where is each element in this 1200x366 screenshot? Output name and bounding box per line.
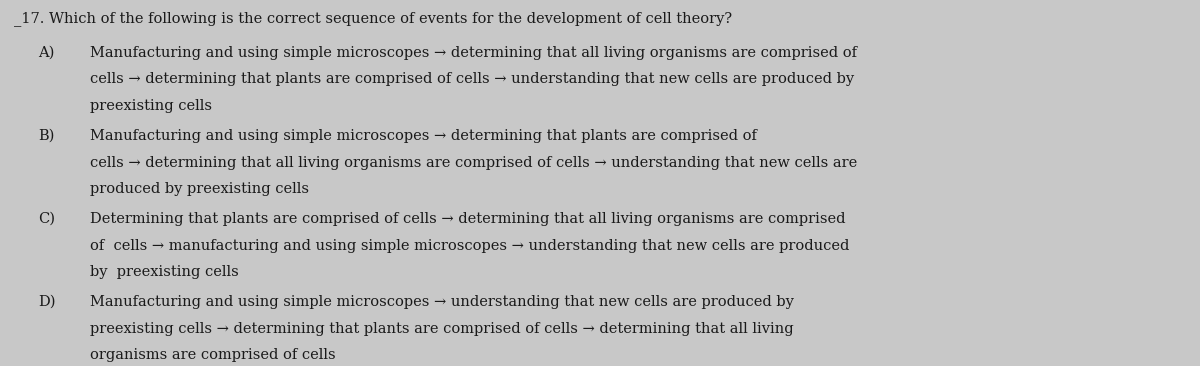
Text: Manufacturing and using simple microscopes → determining that plants are compris: Manufacturing and using simple microscop… xyxy=(90,129,757,143)
Text: A): A) xyxy=(38,46,55,60)
Text: Determining that plants are comprised of cells → determining that all living org: Determining that plants are comprised of… xyxy=(90,212,846,226)
Text: by  preexisting cells: by preexisting cells xyxy=(90,265,239,279)
Text: Manufacturing and using simple microscopes → understanding that new cells are pr: Manufacturing and using simple microscop… xyxy=(90,295,794,309)
Text: preexisting cells: preexisting cells xyxy=(90,99,212,113)
Text: cells → determining that all living organisms are comprised of cells → understan: cells → determining that all living orga… xyxy=(90,156,857,169)
Text: organisms are comprised of cells: organisms are comprised of cells xyxy=(90,348,336,362)
Text: B): B) xyxy=(38,129,55,143)
Text: produced by preexisting cells: produced by preexisting cells xyxy=(90,182,310,196)
Text: Manufacturing and using simple microscopes → determining that all living organis: Manufacturing and using simple microscop… xyxy=(90,46,857,60)
Text: preexisting cells → determining that plants are comprised of cells → determining: preexisting cells → determining that pla… xyxy=(90,322,793,336)
Text: of  cells → manufacturing and using simple microscopes → understanding that new : of cells → manufacturing and using simpl… xyxy=(90,239,850,253)
Text: D): D) xyxy=(38,295,56,309)
Text: _17. Which of the following is the correct sequence of events for the developmen: _17. Which of the following is the corre… xyxy=(14,11,732,26)
Text: cells → determining that plants are comprised of cells → understanding that new : cells → determining that plants are comp… xyxy=(90,72,854,86)
Text: C): C) xyxy=(38,212,55,226)
